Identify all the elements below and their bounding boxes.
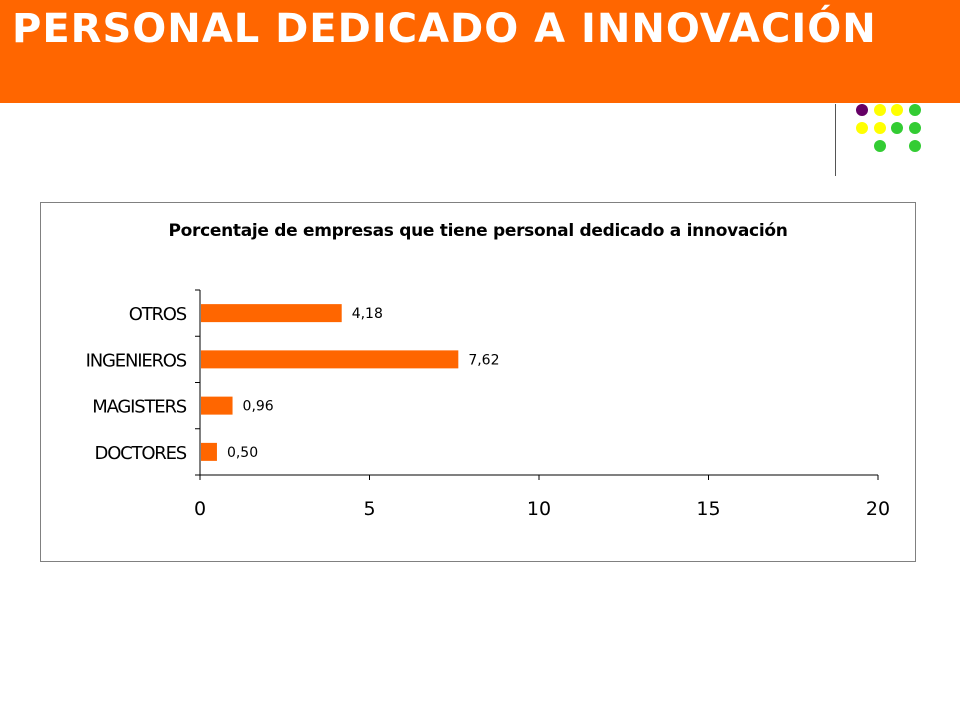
x-tick-label: 5 (363, 498, 375, 520)
decorative-dot (909, 140, 921, 152)
category-label: MAGISTERS (92, 397, 186, 418)
bar (201, 350, 459, 369)
decorative-dot (909, 104, 921, 116)
decorative-dot (909, 122, 921, 134)
bar (201, 396, 233, 415)
chart-title: Porcentaje de empresas que tiene persona… (168, 221, 788, 241)
data-label: 7,62 (468, 352, 499, 368)
x-tick-label: 15 (696, 498, 720, 520)
decorative-dot (874, 104, 886, 116)
category-label: INGENIEROS (86, 350, 187, 371)
category-label: OTROS (129, 304, 187, 325)
x-tick-label: 20 (866, 498, 890, 520)
page-title: PERSONAL DEDICADO A INNOVACIÓN (12, 6, 877, 52)
bar (201, 442, 217, 461)
title-banner: PERSONAL DEDICADO A INNOVACIÓN (0, 0, 960, 103)
decorative-divider (835, 104, 836, 176)
x-tick-label: 0 (194, 498, 206, 520)
data-label: 0,50 (227, 445, 258, 461)
decorative-dot (874, 122, 886, 134)
decorative-dot (891, 104, 903, 116)
chart-frame: Porcentaje de empresas que tiene persona… (40, 202, 916, 562)
decorative-dot (856, 104, 868, 116)
data-label: 0,96 (243, 399, 274, 415)
decorative-dot (891, 122, 903, 134)
data-label: 4,18 (352, 306, 383, 322)
bar (201, 304, 342, 323)
category-label: DOCTORES (95, 443, 187, 464)
x-tick-label: 10 (527, 498, 551, 520)
decorative-dot (856, 122, 868, 134)
decorative-dot (874, 140, 886, 152)
